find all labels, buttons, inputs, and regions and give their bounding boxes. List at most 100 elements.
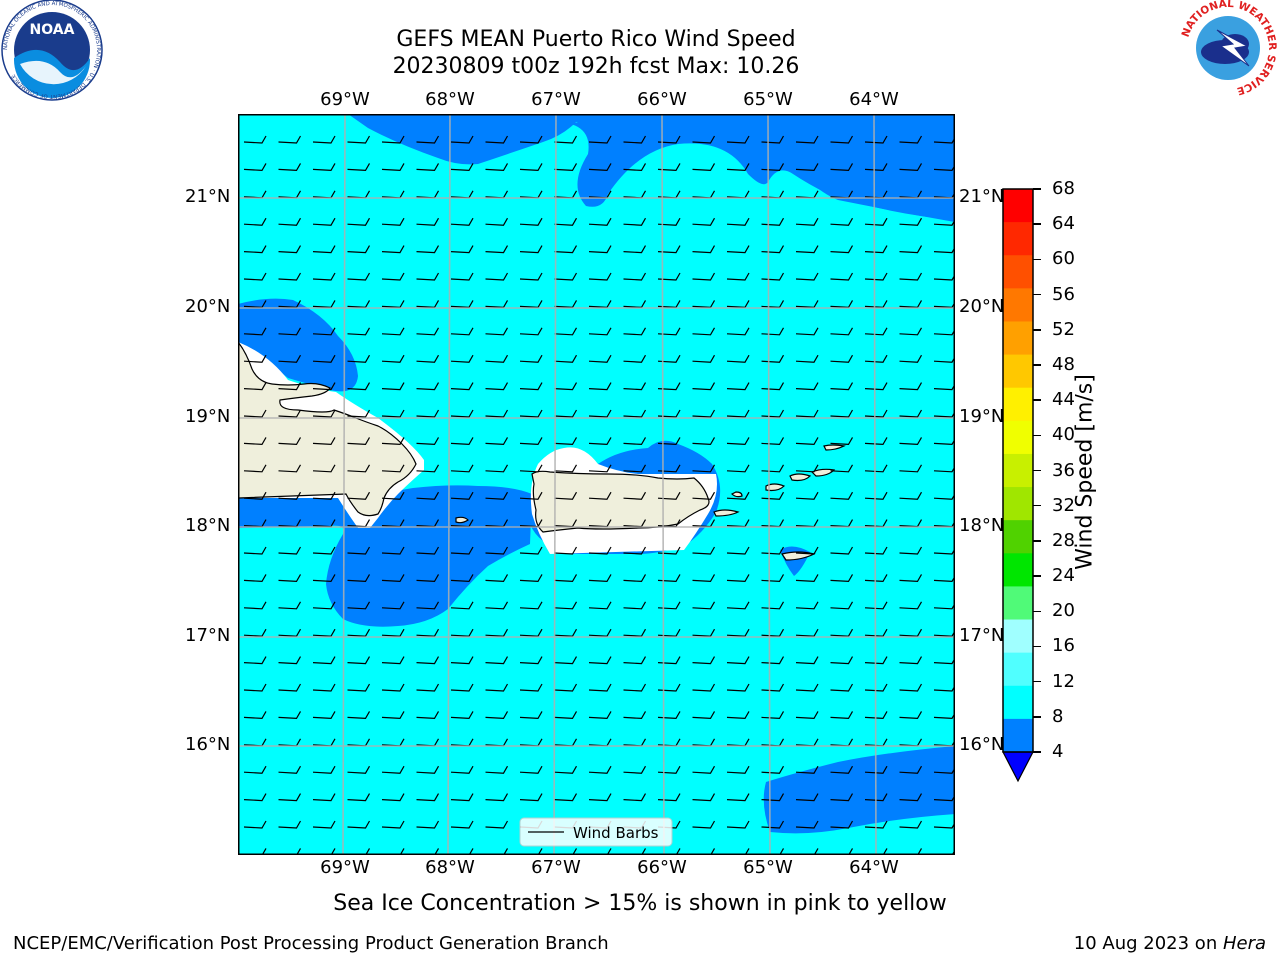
wind-barb — [485, 382, 509, 391]
wind-barb — [589, 848, 612, 854]
wind-barb — [519, 683, 543, 692]
wind-barb — [485, 217, 509, 226]
wind-barb — [761, 409, 785, 418]
wind-barb — [588, 163, 612, 172]
colorbar-label: Wind Speed [m/s] — [1072, 374, 1098, 570]
wind-barb — [519, 546, 543, 555]
wind-barb — [312, 574, 336, 583]
wind-barb — [450, 163, 474, 172]
wind-barb — [726, 765, 750, 774]
colorbar-tick-mark — [1033, 645, 1041, 648]
wind-barb — [312, 327, 336, 336]
wind-barb — [554, 382, 578, 391]
wind-barb — [519, 217, 543, 226]
wind-barb — [243, 135, 267, 144]
lon-label-bottom: 67°W — [531, 857, 581, 878]
wind-barb — [658, 848, 681, 854]
wind-barb — [588, 437, 612, 446]
wind-barb — [381, 382, 405, 391]
colorbar-band — [1003, 553, 1033, 587]
wind-barb — [450, 656, 474, 665]
colorbar-extend-arrow — [1002, 751, 1034, 783]
colorbar — [1002, 188, 1034, 783]
wind-barb — [588, 601, 612, 610]
map-frame — [238, 114, 955, 855]
wind-barb — [278, 217, 302, 226]
wind-barb — [347, 354, 371, 363]
lat-label-right: 17°N — [959, 625, 1005, 646]
wind-barb — [726, 135, 750, 144]
wind-barb — [795, 601, 819, 610]
wind-barb — [726, 793, 750, 802]
wind-barb — [864, 163, 888, 172]
wind-barb — [519, 601, 543, 610]
wind-barb — [381, 354, 405, 363]
colorbar-tick-label: 36 — [1052, 459, 1075, 481]
wind-barb — [347, 848, 371, 854]
wind-barb — [726, 711, 750, 720]
wind-barb — [243, 327, 267, 336]
wind-barb — [692, 656, 716, 665]
wind-barb — [795, 327, 819, 336]
colorbar-tick-mark — [1033, 364, 1041, 366]
wind-barb — [657, 491, 681, 500]
wind-barb — [864, 272, 888, 281]
legend-label: Wind Barbs — [573, 824, 659, 842]
wind-barb — [830, 820, 854, 829]
wind-barb — [347, 491, 371, 500]
colorbar-tick-label: 68 — [1052, 178, 1075, 199]
wind-barb — [933, 768, 954, 774]
wind-barb — [864, 245, 888, 254]
wind-barb — [623, 327, 647, 336]
wind-barb — [278, 574, 302, 583]
wind-barb — [278, 135, 302, 144]
wind-barb — [899, 382, 923, 391]
wind-barb — [864, 409, 888, 418]
wind-barb — [554, 272, 578, 281]
wind-barb — [381, 464, 405, 473]
colorbar-tick-mark — [1033, 716, 1041, 718]
wind-barb — [623, 765, 647, 774]
wind-barb — [485, 437, 509, 446]
wind-barb — [381, 491, 405, 500]
wind-barb — [347, 437, 371, 446]
lat-label-right: 18°N — [959, 515, 1005, 536]
wind-barb — [795, 546, 819, 555]
wind-barb — [519, 272, 543, 281]
colorbar-band — [1003, 453, 1033, 488]
wind-barb — [899, 437, 923, 446]
wind-barb — [899, 546, 923, 555]
wind-barb — [450, 793, 474, 802]
wind-barb — [416, 163, 440, 172]
colorbar-band — [1003, 288, 1033, 322]
wind-barb — [347, 327, 371, 336]
wind-barb — [416, 683, 440, 692]
colorbar-band — [1003, 387, 1033, 422]
wind-barb — [244, 848, 267, 854]
wind-barb — [312, 437, 336, 446]
wind-barb — [520, 848, 543, 854]
wind-barb — [519, 327, 543, 336]
wind-barb — [761, 711, 785, 720]
wind-barb — [278, 793, 302, 802]
wind-barb — [692, 574, 716, 583]
lon-label-bottom: 64°W — [849, 857, 899, 878]
wind-barb — [692, 793, 716, 802]
wind-barb — [416, 793, 440, 802]
wind-barb — [864, 574, 888, 583]
wind-barb — [692, 135, 716, 144]
lat-label-right: 20°N — [959, 296, 1005, 317]
wind-barb — [899, 683, 923, 692]
wind-barb — [416, 601, 440, 610]
wind-barb — [347, 574, 371, 583]
wind-barb — [692, 711, 716, 720]
wind-barb — [933, 686, 954, 692]
wind-barb — [243, 245, 267, 254]
wind-barb — [312, 601, 336, 610]
wind-barb — [933, 823, 954, 829]
wind-barb — [485, 327, 509, 336]
wind-barb — [761, 546, 785, 555]
wind-barb — [416, 820, 440, 829]
wind-barb — [416, 491, 440, 500]
meridian-line — [447, 115, 451, 854]
